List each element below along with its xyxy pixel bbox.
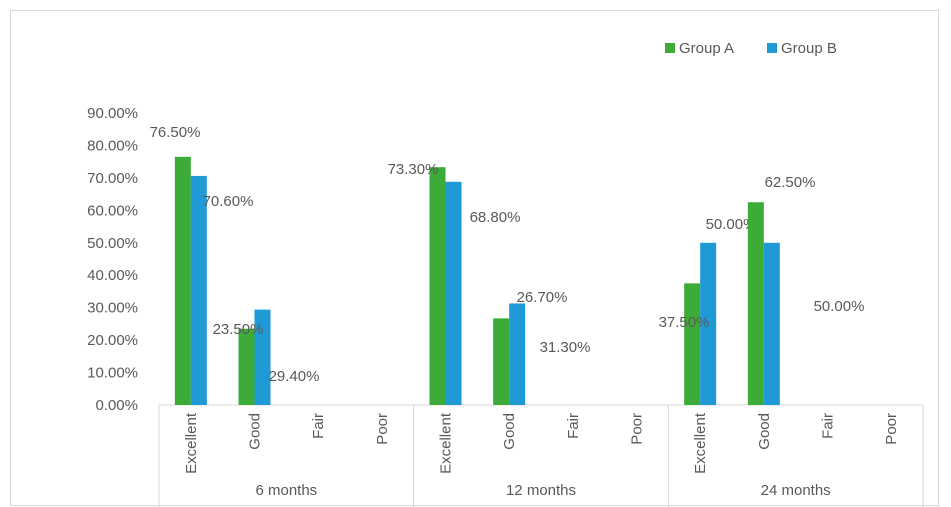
x-group-label: 12 months — [506, 482, 576, 499]
data-label-group-a: 62.50% — [765, 174, 816, 191]
data-label-group-a: 76.50% — [150, 124, 201, 141]
x-category-label: Good — [501, 413, 518, 450]
bar-group-b — [700, 242, 717, 405]
x-category-label: Excellent — [692, 412, 709, 474]
x-category-label: Excellent — [183, 412, 200, 474]
legend-label: Group B — [781, 40, 837, 57]
data-label-group-a: 73.30% — [388, 161, 439, 178]
y-tick-label: 70.00% — [87, 170, 138, 187]
x-category-label: Good — [247, 413, 264, 450]
bar-chart: 0.00% 10.00% 20.00% 30.00% 40.00% 50.00% 60.00… — [87, 40, 924, 507]
data-label-group-a: 26.70% — [517, 289, 568, 306]
x-category-label: Fair — [565, 413, 582, 439]
bar-group-a — [684, 283, 701, 405]
y-tick-label: 80.00% — [87, 137, 138, 154]
x-group-label: 6 months — [255, 482, 317, 499]
bar-group-a — [238, 328, 255, 405]
bar-group-a — [174, 156, 191, 405]
bar-group-a — [493, 318, 510, 405]
x-category-label: Poor — [374, 413, 391, 445]
y-tick-label: 60.00% — [87, 202, 138, 219]
bar-group-a — [747, 202, 764, 405]
data-label-group-a: 37.50% — [659, 314, 710, 331]
bar-group-b — [190, 175, 207, 405]
bar-group-b — [445, 181, 462, 405]
x-category-label: Good — [756, 413, 773, 450]
x-category-label: Poor — [629, 413, 646, 445]
y-tick-label: 20.00% — [87, 332, 138, 349]
y-tick-label: 90.00% — [87, 105, 138, 122]
y-tick-label: 0.00% — [95, 397, 138, 414]
data-label-group-b: 29.40% — [269, 368, 320, 385]
bar-group-b — [509, 303, 526, 405]
x-category-label: Fair — [820, 413, 837, 439]
data-label-group-a: 23.50% — [213, 321, 264, 338]
legend-swatch-group-b — [767, 43, 777, 53]
x-category-label: Poor — [883, 413, 900, 445]
bar-group-b — [763, 242, 780, 405]
chart-frame: 0.00% 10.00% 20.00% 30.00% 40.00% 50.00% 60.00… — [10, 10, 939, 507]
data-label-group-b: 68.80% — [470, 209, 521, 226]
x-category-label: Fair — [310, 413, 327, 439]
y-tick-label: 10.00% — [87, 365, 138, 382]
data-label-group-b: 31.30% — [540, 339, 591, 356]
legend-swatch-group-a — [665, 43, 675, 53]
y-tick-label: 30.00% — [87, 300, 138, 317]
y-tick-label: 40.00% — [87, 267, 138, 284]
data-label-group-b: 70.60% — [203, 193, 254, 210]
x-category-label: Excellent — [438, 412, 455, 474]
bar-group-a — [429, 167, 446, 405]
y-tick-label: 50.00% — [87, 235, 138, 252]
data-label-group-b: 50.00% — [706, 216, 757, 233]
legend-label: Group A — [679, 40, 734, 57]
bar-group-b — [254, 309, 271, 405]
data-label-group-b: 50.00% — [814, 298, 865, 315]
x-group-label: 24 months — [761, 482, 831, 499]
